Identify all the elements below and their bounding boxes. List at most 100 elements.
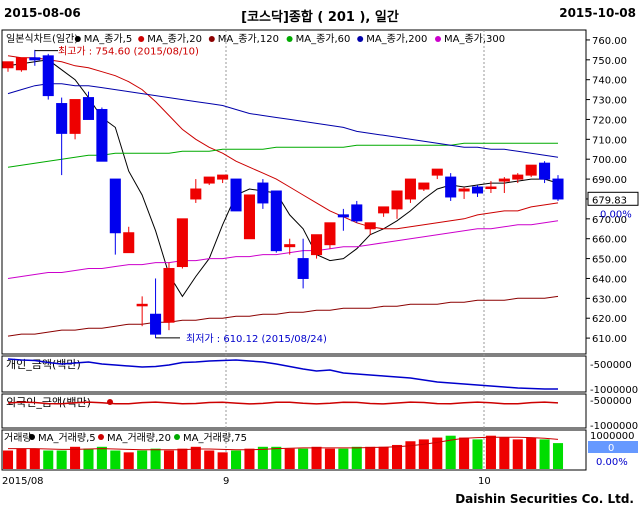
- volume-current-box: [588, 441, 638, 453]
- candle-body: [190, 188, 202, 200]
- volume-bar: [271, 446, 282, 469]
- volume-bar: [43, 450, 54, 469]
- volume-bar: [445, 435, 456, 469]
- ma-line: [7, 295, 559, 337]
- volume-bar: [204, 450, 215, 469]
- candle-body: [525, 164, 537, 176]
- volume-bar: [217, 452, 228, 469]
- volume-bar: [2, 450, 14, 469]
- volume-bar: [391, 444, 403, 469]
- candle-body: [458, 188, 470, 192]
- volume-current: 0: [608, 443, 614, 454]
- candle-body: [163, 268, 175, 323]
- ma-line: [7, 83, 559, 158]
- candle-body: [2, 61, 14, 69]
- chart-title: [코스닥]종합 ( 201 ), 일간: [241, 10, 399, 25]
- volume-legend-marker: [29, 434, 35, 440]
- volume-bar: [16, 448, 27, 469]
- candle-body: [29, 57, 41, 61]
- individual-legend: 개인_금액(백만): [6, 358, 81, 371]
- brand-footer: Daishin Securities Co. Ltd.: [455, 492, 634, 506]
- y-tick-label: 610.00: [592, 334, 627, 345]
- candle-body: [217, 174, 229, 180]
- foreign-panel-frame: [1, 393, 587, 429]
- volume-bar: [298, 448, 309, 469]
- candle-body: [337, 214, 349, 218]
- candle-body: [203, 176, 215, 184]
- volume-bar: [311, 446, 322, 469]
- y-tick-label: 740.00: [592, 76, 627, 87]
- legend-marker: [208, 36, 215, 42]
- volume-bar: [485, 435, 496, 469]
- x-label: 9: [223, 476, 229, 487]
- candle-body: [96, 109, 108, 162]
- candle-body: [364, 222, 376, 230]
- volume-ma-line: [8, 436, 559, 451]
- candle-body: [257, 182, 269, 204]
- candle-body: [471, 186, 484, 194]
- x-label: 2015/08: [2, 476, 44, 487]
- volume-bar: [512, 439, 523, 469]
- current-price: 679.83: [592, 195, 627, 206]
- volume-bar: [123, 452, 134, 469]
- volume-bar: [432, 437, 443, 469]
- ma-line: [7, 55, 559, 230]
- main-panel-frame: [1, 29, 587, 355]
- candle-body: [512, 174, 524, 180]
- y-tick-label: 660.00: [592, 235, 627, 246]
- legend-label: MA_종가,120: [218, 33, 279, 45]
- volume-bar: [499, 437, 510, 469]
- volume-bar: [190, 446, 201, 469]
- legend-label: MA_종가,300: [444, 33, 505, 45]
- foreign-legend: 외국인_금액(백만): [6, 396, 91, 409]
- candle-body: [539, 162, 551, 180]
- current-change: 0.00%: [600, 209, 632, 220]
- volume-bar: [552, 443, 564, 469]
- legend-marker: [435, 36, 441, 42]
- grid-layer: [225, 30, 485, 470]
- y-tick-label: 670.00: [592, 215, 627, 226]
- candle-body: [42, 55, 54, 97]
- legend-label: MA_종가,5: [84, 33, 132, 45]
- y-tick-label: 730.00: [592, 96, 627, 107]
- legend-marker: [357, 36, 364, 42]
- candle-body: [445, 176, 457, 198]
- y-tick-label: 710.00: [592, 135, 627, 146]
- candle-body: [431, 168, 443, 176]
- legend-marker: [74, 36, 81, 42]
- volume-bar: [70, 446, 81, 469]
- volume-bar: [418, 439, 429, 469]
- individual-tick: -1000000: [590, 385, 638, 396]
- current-price-box: [587, 191, 639, 206]
- volume-legend: MA_거래량,20: [107, 432, 171, 444]
- volume-bar: [150, 448, 161, 469]
- volume-legend-marker: [174, 434, 180, 440]
- legend-layer: 최고가 : 754.60 (2015/08/10) 최저가 : 610.12 (2…: [6, 33, 505, 345]
- candle-body: [311, 234, 323, 256]
- start-date: 2015-08-06: [4, 6, 81, 20]
- y-axis-layer: 610.00 620.00 630.00 640.00 650.00 660.00 670.…: [586, 36, 639, 345]
- volume-legend-marker: [98, 434, 104, 440]
- candle-body: [270, 190, 282, 252]
- y-tick-label: 760.00: [592, 36, 627, 47]
- volume-bar: [56, 450, 67, 469]
- candle-body: [82, 97, 95, 120]
- volume-bar: [324, 448, 335, 469]
- volume-legend: 거래량: [4, 432, 32, 444]
- candle-body: [15, 57, 27, 71]
- legend-label: MA_종가,20: [147, 33, 202, 45]
- volume-legend: MA_거래량,75: [183, 432, 247, 444]
- candle-body: [284, 244, 296, 248]
- candle-body: [485, 186, 497, 190]
- volume-bar: [365, 446, 376, 469]
- volume-bar: [110, 450, 121, 469]
- legend-marker: [286, 36, 293, 42]
- y-tick-label: 630.00: [592, 294, 627, 305]
- candle-body: [69, 99, 81, 134]
- candle-body: [230, 178, 242, 212]
- volume-bar: [231, 450, 242, 469]
- volume-bar: [163, 450, 175, 469]
- individual-line: [7, 358, 558, 390]
- legend-label: 일본식차트(일간): [6, 33, 78, 45]
